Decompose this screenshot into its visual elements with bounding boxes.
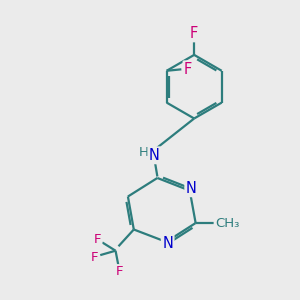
Text: H: H [138, 146, 148, 159]
Text: F: F [94, 233, 101, 246]
Text: F: F [91, 251, 98, 264]
Text: CH₃: CH₃ [215, 217, 239, 230]
Text: N: N [149, 148, 160, 163]
Text: F: F [115, 266, 123, 278]
Text: F: F [190, 26, 198, 41]
Text: F: F [184, 62, 192, 77]
Text: N: N [162, 236, 173, 251]
Text: N: N [186, 181, 197, 196]
